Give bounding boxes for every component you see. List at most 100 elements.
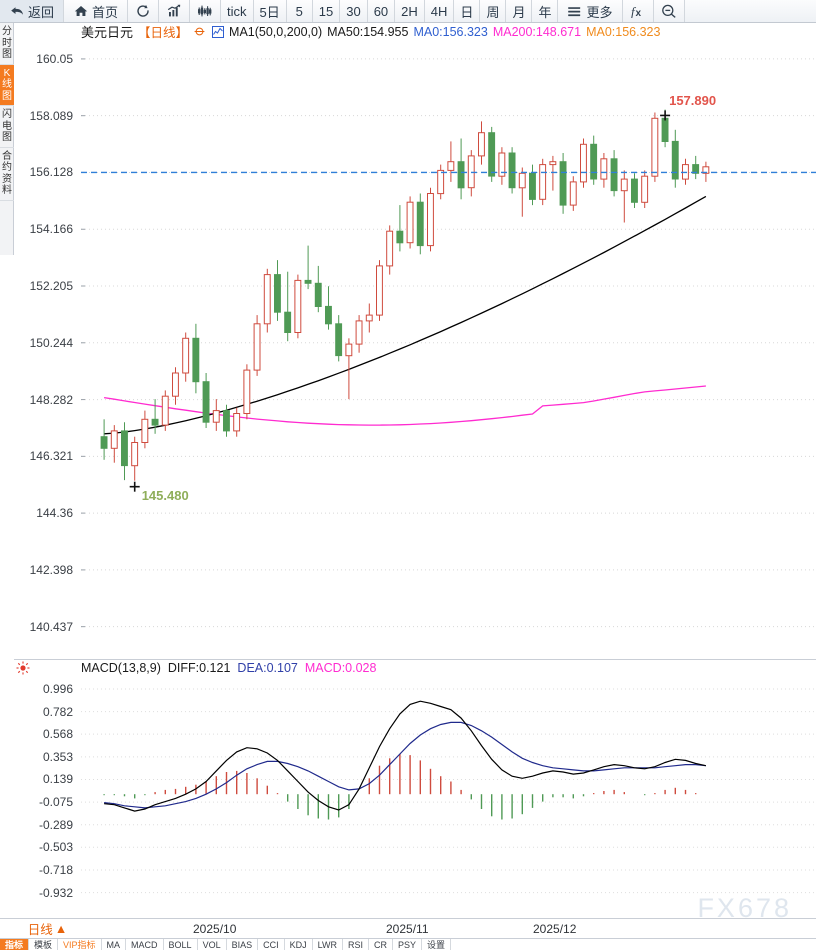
candle	[590, 135, 598, 185]
indicator-tab-psy[interactable]: PSY	[393, 939, 422, 950]
sun-icon[interactable]	[16, 661, 30, 675]
indicator-tab-指标[interactable]: 指标	[0, 939, 30, 950]
candle	[263, 268, 271, 333]
indicator-tab-cci[interactable]: CCI	[258, 939, 285, 950]
more-button[interactable]: 更多	[558, 0, 623, 22]
sidebar-item-time-chart[interactable]: 分时图	[0, 23, 14, 65]
indicator-tab-kdj[interactable]: KDJ	[285, 939, 313, 950]
tick-button[interactable]: tick	[221, 0, 254, 22]
sidebar-item-label: 合约资料	[2, 150, 12, 197]
period-60-button[interactable]: 60	[367, 0, 396, 22]
candle	[335, 315, 343, 362]
candle	[100, 419, 108, 460]
home-button[interactable]: 首页	[64, 0, 129, 22]
macd-axis-tick: 0.782	[42, 704, 73, 719]
period-30-button[interactable]: 30	[340, 0, 368, 22]
candle	[294, 274, 302, 339]
macd-axis-tick: 0.568	[42, 727, 73, 742]
macd-series[interactable]	[81, 660, 816, 918]
price-axis-tick: 142.398	[29, 562, 73, 577]
price-plot-area[interactable]: 157.890 145.480	[81, 23, 816, 659]
candle	[427, 187, 434, 252]
indicator-tab-lwr[interactable]: LWR	[313, 939, 343, 950]
indicator-tab-macd[interactable]: MACD	[126, 939, 164, 950]
macd-axis-tick: 0.353	[42, 749, 73, 764]
chart-type-button[interactable]	[159, 0, 191, 22]
candle	[396, 205, 404, 252]
top-toolbar: 返回 首页 tick 5日 5 15 30 60 2H 4H 日周月年 更多 f x	[0, 0, 816, 23]
chart-container: 160.05 158.089 156.128 154.166 152.205 150.24…	[14, 23, 816, 918]
macd-y-axis[interactable]: 0.996 0.782 0.568 0.353 0.139 -0.075 -0.289 -0.…	[14, 660, 81, 918]
home-label: 首页	[92, 4, 119, 20]
refresh-icon	[135, 4, 151, 18]
period-15-button[interactable]: 15	[312, 0, 341, 22]
period-week-button[interactable]: 周	[480, 0, 507, 22]
indicator-tab-vol[interactable]: VOL	[198, 939, 227, 950]
zoom-out-icon	[661, 4, 677, 18]
ma-indicator-icon[interactable]	[211, 25, 224, 38]
indicator-tab-label: KDJ	[289, 939, 307, 950]
candlestick-series[interactable]	[81, 23, 816, 660]
macd-plot-area[interactable]	[81, 660, 816, 918]
candle	[141, 410, 149, 449]
price-legend: 美元日元 【日线】 MA1(50,0,200,0) MA50:154.955	[81, 23, 667, 40]
period-day-button[interactable]: 日	[454, 0, 481, 22]
candle	[651, 112, 659, 182]
candle	[151, 399, 159, 434]
high-marker-cross	[660, 110, 671, 121]
period-day-label: 日	[460, 4, 474, 20]
period-15-label: 15	[318, 3, 334, 19]
indicator-tab-cr[interactable]: CR	[369, 939, 393, 950]
refresh-button[interactable]	[128, 0, 160, 22]
gear-icon[interactable]	[193, 25, 206, 38]
period-4h-button[interactable]: 4H	[424, 0, 455, 22]
candle	[631, 173, 638, 208]
price-axis-tick: 146.321	[29, 449, 73, 464]
price-axis-tick: 140.437	[29, 619, 73, 634]
indicator-tab-设置[interactable]: 设置	[422, 939, 451, 950]
indicator-tab-vip指标[interactable]: VIP指标	[58, 939, 102, 950]
macd-axis-tick: -0.075	[38, 795, 73, 810]
macd-hist-value: MACD:0.028	[304, 661, 377, 675]
date-tick: 2025/12	[533, 922, 577, 936]
candle	[416, 193, 424, 255]
period-5d-button[interactable]: 5日	[253, 0, 287, 22]
price-panel[interactable]: 160.05 158.089 156.128 154.166 152.205 150.24…	[14, 23, 816, 660]
candle	[121, 422, 128, 481]
candle	[488, 126, 496, 182]
indicator-tab-boll[interactable]: BOLL	[164, 939, 198, 950]
candle	[641, 170, 649, 208]
price-y-axis[interactable]: 160.05 158.089 156.128 154.166 152.205 150.24…	[14, 23, 81, 659]
indicator-tab-label: 模板	[34, 939, 53, 950]
ma0-orange-value: MA0:156.323	[586, 24, 661, 39]
sidebar-item-k-line-chart[interactable]: K线图	[0, 64, 14, 106]
sidebar-item-contract-info[interactable]: 合约资料	[0, 148, 14, 201]
indicator-tab-ma[interactable]: MA	[102, 939, 127, 950]
period-year-button[interactable]: 年	[532, 0, 559, 22]
indicator-tab-label: PSY	[397, 939, 416, 950]
period-month-button[interactable]: 月	[506, 0, 533, 22]
more-label: 更多	[586, 4, 613, 20]
indicator-tab-label: CCI	[263, 939, 279, 950]
indicator-tab-label: 指标	[5, 939, 24, 950]
sidebar-item-lightning-chart[interactable]: 闪电图	[0, 106, 14, 148]
sidebar-item-label: 闪电图	[2, 109, 12, 143]
price-axis-tick: 158.089	[29, 108, 73, 123]
candle	[498, 147, 506, 185]
macd-panel[interactable]: 0.996 0.782 0.568 0.353 0.139 -0.075 -0.289 -0.…	[14, 660, 816, 918]
indicator-tab-模板[interactable]: 模板	[29, 939, 59, 950]
candle-type-button[interactable]	[190, 0, 222, 22]
period-2h-button[interactable]: 2H	[395, 0, 425, 22]
period-5-button[interactable]: 5	[286, 0, 313, 22]
high-price-annotation: 157.890	[669, 93, 717, 109]
indicator-tab-label: CR	[373, 939, 387, 950]
candle	[529, 164, 536, 206]
zoom-out-button[interactable]	[653, 0, 685, 22]
indicator-tab-bar: 指标 模板 VIP指标 MA MACD BOLL VOL BIAS CCI KDJ LWR RSI CR…	[0, 938, 816, 950]
period-selector[interactable]: 日线 ▲	[14, 919, 81, 938]
indicator-tab-rsi[interactable]: RSI	[343, 939, 369, 950]
symbol-label: 美元日元	[81, 25, 134, 40]
indicator-tab-bias[interactable]: BIAS	[227, 939, 259, 950]
back-button[interactable]: 返回	[0, 0, 65, 22]
